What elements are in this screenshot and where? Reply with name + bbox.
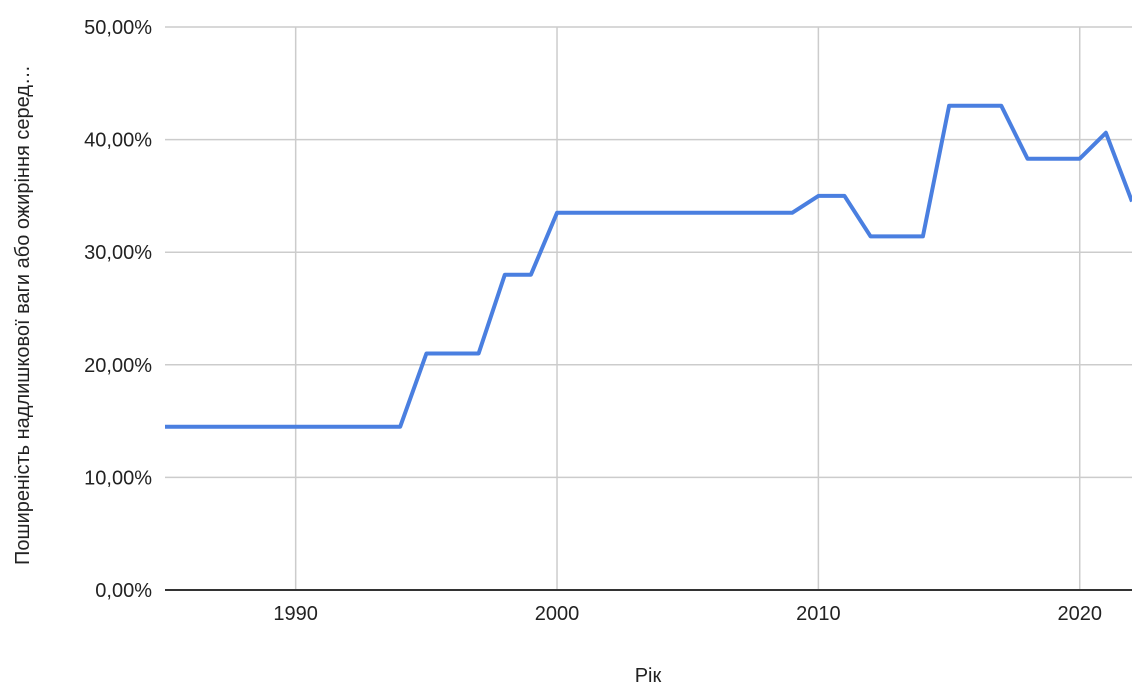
series-layer — [165, 103, 1132, 429]
x-tick-label: 2000 — [535, 603, 580, 625]
y-axis-title: Поширеність надлишкової ваги або ожирінн… — [12, 65, 34, 565]
y-tick-label: 40,00% — [84, 130, 152, 152]
gridlines — [165, 26, 1132, 591]
x-tick-label: 2010 — [796, 603, 841, 625]
x-axis-ticks: 1990 2000 2010 2020 — [273, 603, 1102, 625]
y-tick-label: 0,00% — [95, 580, 152, 602]
y-tick-label: 30,00% — [84, 242, 152, 264]
series-line — [165, 103, 1132, 429]
x-tick-label: 1990 — [273, 603, 318, 625]
y-axis-ticks: 0,00% 10,00% 20,00% 30,00% 40,00% 50,00% — [84, 17, 152, 602]
x-tick-label: 2020 — [1057, 603, 1102, 625]
y-tick-label: 50,00% — [84, 17, 152, 39]
x-axis-title: Рік — [635, 665, 662, 686]
y-tick-label: 20,00% — [84, 355, 152, 377]
y-tick-label: 10,00% — [84, 467, 152, 489]
